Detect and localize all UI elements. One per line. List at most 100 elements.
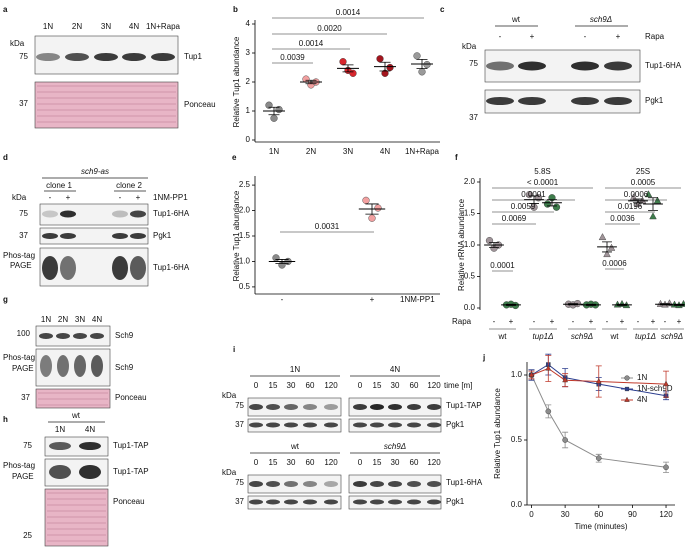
label: 30 [391, 381, 400, 390]
band [324, 499, 338, 505]
label: sch9Δ [384, 442, 406, 451]
x-tick-label: + [370, 295, 375, 304]
band [284, 499, 298, 505]
group-label: wt [610, 332, 620, 341]
y-axis-label: Relative Tup1 abundance [493, 388, 502, 479]
label: Tup1-TAP [113, 467, 149, 476]
band [94, 53, 118, 61]
x-axis-label: 1NM-PP1 [400, 295, 435, 304]
error-bar [506, 303, 516, 306]
band [60, 233, 76, 239]
x-tick-label: - [637, 317, 640, 326]
band [151, 53, 175, 61]
label: wt [511, 15, 521, 24]
x-axis-label: Time (minutes) [574, 522, 627, 531]
data-point [413, 52, 421, 60]
band [36, 53, 60, 61]
label: wt [290, 442, 300, 451]
band [303, 499, 317, 505]
label: 15 [373, 458, 382, 467]
x-tick-label: 30 [561, 510, 570, 519]
band [249, 499, 263, 505]
band [112, 233, 128, 239]
label: 60 [410, 381, 419, 390]
label: 25 [23, 531, 32, 540]
band [65, 53, 89, 61]
error-bar [617, 303, 627, 306]
x-tick-label: - [281, 295, 284, 304]
band [370, 422, 384, 428]
label: Tup1-6HA [645, 61, 682, 70]
y-tick-label: 0.5 [464, 272, 476, 281]
x-tick-label: 1N+Rapa [405, 147, 440, 156]
band [370, 499, 384, 505]
label: kDa [462, 42, 477, 51]
x-tick-label: + [509, 317, 514, 326]
label: PAGE [12, 364, 34, 373]
x-tick-label: + [677, 317, 682, 326]
label: 75 [19, 209, 28, 218]
label: Tup1-6HA [153, 209, 190, 218]
x-tick-label: + [589, 317, 594, 326]
significance-label: 0.0005 [631, 178, 656, 187]
significance-label: 0.0014 [299, 39, 324, 48]
blot [34, 81, 179, 129]
y-axis-label: Relative rRNA abundance [457, 198, 466, 291]
label: 75 [23, 441, 32, 450]
label: Ponceau [184, 100, 216, 109]
significance-label: 0.0001 [521, 190, 546, 199]
band [42, 210, 58, 218]
label: Phos-tag [3, 353, 35, 362]
legend-label: 1N [637, 373, 647, 382]
label: 1NM-PP1 [153, 193, 188, 202]
label: 2N [72, 22, 82, 31]
x-tick-label: - [664, 317, 667, 326]
label: 37 [21, 393, 30, 402]
data-point [272, 254, 280, 262]
label: 37 [19, 231, 28, 240]
error-bar [275, 259, 289, 264]
data-point [543, 200, 552, 208]
label: 75 [235, 478, 244, 487]
blot [484, 89, 641, 114]
x-tick-label: + [550, 317, 555, 326]
label: + [66, 193, 71, 202]
band [353, 481, 367, 487]
label: Pgk1 [153, 231, 172, 240]
band [427, 499, 441, 505]
label: 4N [92, 315, 102, 324]
label: 30 [287, 458, 296, 467]
label: 1N [43, 22, 53, 31]
label: PAGE [12, 472, 34, 481]
significance-label: 0.0196 [618, 202, 643, 211]
label: Ponceau [113, 497, 145, 506]
label: sch9-as [81, 167, 109, 176]
label: 3N [101, 22, 111, 31]
band [303, 422, 317, 428]
data-point [562, 437, 568, 443]
y-tick-label: 1.0 [239, 257, 251, 266]
band [370, 404, 384, 410]
band [112, 256, 128, 280]
data-point [339, 58, 347, 66]
label: Sch9 [115, 363, 134, 372]
label: 1N [55, 425, 65, 434]
panel-letter: j [482, 353, 485, 362]
band [427, 422, 441, 428]
label: 4N [85, 425, 95, 434]
error-bar [529, 195, 539, 204]
label: + [136, 193, 141, 202]
band [303, 481, 317, 487]
significance-label: 0.0020 [317, 24, 342, 33]
significance-label: 0.0001 [490, 261, 515, 270]
label: Pgk1 [645, 96, 664, 105]
label: + [530, 32, 535, 41]
y-tick-label: 1.5 [464, 209, 476, 218]
data-point [649, 212, 657, 220]
label: Ponceau [115, 393, 147, 402]
y-tick-label: 0.0 [464, 303, 476, 312]
band [284, 404, 298, 410]
label: Tup1-TAP [113, 441, 149, 450]
x-tick-label: - [533, 317, 536, 326]
